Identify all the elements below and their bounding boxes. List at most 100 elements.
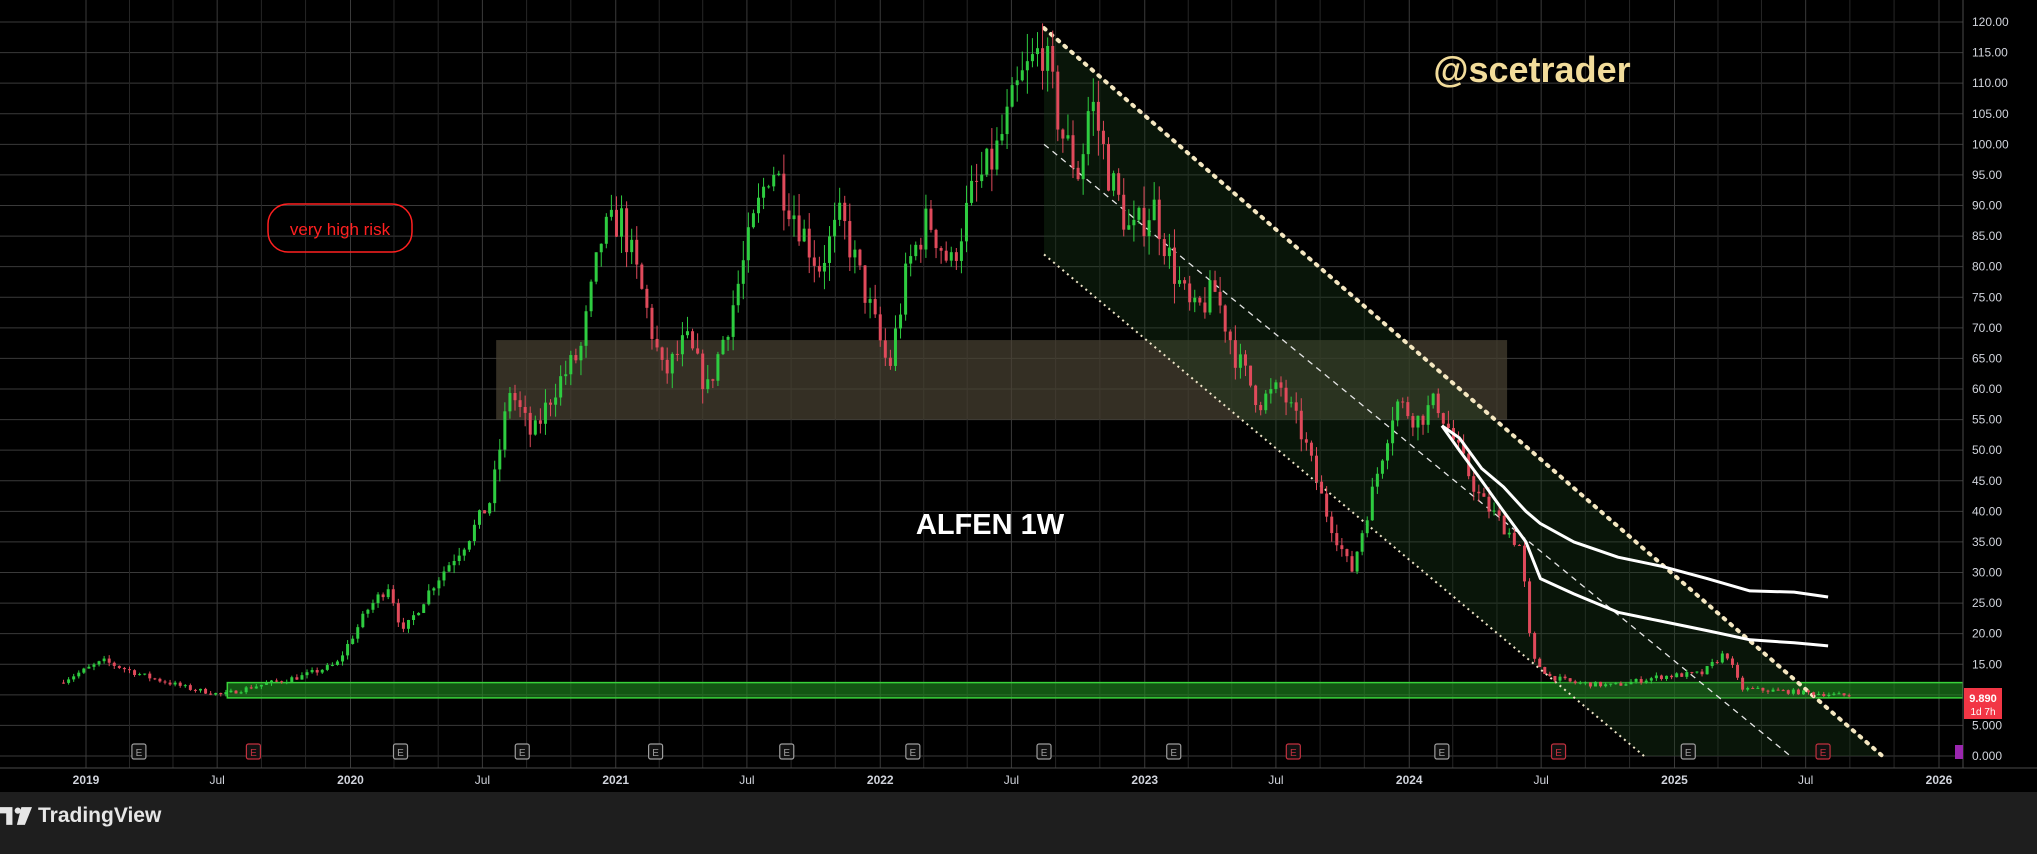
candle-body (1827, 694, 1831, 696)
price-axis-panel[interactable] (1963, 0, 2037, 768)
time-tick-label: 2021 (602, 773, 629, 787)
moving-average-line-2 (1440, 424, 1829, 648)
candle-body (762, 186, 766, 198)
candle-body (1380, 460, 1384, 474)
candle-body (594, 252, 598, 282)
candle-body (356, 627, 360, 639)
time-tick-label: 2019 (73, 773, 100, 787)
candle-body (1599, 681, 1603, 687)
earnings-marker-label: E (136, 748, 143, 759)
candle-body (1183, 280, 1187, 284)
candle-body (432, 588, 436, 591)
candle-body (1822, 693, 1826, 696)
candle-body (62, 682, 66, 684)
candle-body (833, 219, 837, 237)
candle-body (797, 215, 801, 242)
candle-body (1487, 496, 1491, 512)
candle-body (696, 348, 700, 354)
candle-body (1030, 54, 1034, 62)
candle-body (1249, 365, 1253, 386)
candle-body (1375, 473, 1379, 487)
candle-body (1538, 658, 1542, 668)
candle-body (77, 672, 81, 677)
candle-body (1391, 420, 1395, 444)
candle-body (1041, 48, 1045, 71)
candle-body (325, 665, 329, 670)
candle-body (406, 619, 410, 629)
candle-body (1725, 653, 1729, 659)
candle-body (1051, 45, 1055, 72)
price-tick-label: 115.00 (1972, 46, 2008, 60)
price-axis[interactable]: 120.00 115.00 110.00 105.00 100.00 95.00 90.00… (1972, 15, 2009, 763)
candle-body (1223, 305, 1227, 332)
candle-body (1786, 690, 1790, 694)
candle-body (183, 685, 187, 687)
candle-body (1472, 476, 1476, 492)
candle-body (670, 353, 674, 374)
earnings-marker-box (905, 743, 921, 760)
candle-body (1198, 297, 1202, 303)
earnings-marker-label: E (1041, 748, 1048, 759)
candle-body (122, 667, 126, 670)
time-tick-label: 2024 (1396, 773, 1423, 787)
candle-body (107, 658, 111, 663)
candle-body (1462, 442, 1466, 454)
candle-body (635, 239, 639, 265)
tradingview-logo[interactable]: TradingView (0, 800, 161, 832)
candle-body (1685, 672, 1689, 677)
candle-body (1269, 389, 1273, 394)
price-tick-label: 35.00 (1972, 535, 2002, 549)
candle-body (782, 173, 786, 211)
candle-body (366, 609, 370, 614)
candle-body (1152, 199, 1156, 221)
candle-body (518, 400, 522, 407)
candle-body (604, 216, 608, 244)
candle-body (980, 174, 984, 182)
candle-body (249, 687, 253, 689)
candle-body (462, 549, 466, 556)
candle-body (858, 249, 862, 266)
candle-body (640, 264, 644, 289)
candle-body (919, 244, 923, 250)
earnings-marker-label: E (1555, 748, 1562, 759)
candle-body (452, 561, 456, 566)
candle-body (391, 589, 395, 604)
earnings-marker-box (1434, 743, 1450, 760)
price-chart[interactable]: very high risk @scetrader ALFEN 1W E E E E E… (0, 0, 2037, 792)
candle-body (1005, 106, 1009, 135)
earnings-marker-box (647, 743, 664, 760)
candle-body (559, 376, 563, 398)
candle-body (371, 603, 375, 610)
candle-body (320, 669, 324, 673)
candle-body (1218, 291, 1222, 306)
candle-body (1771, 689, 1775, 692)
candle-body (964, 202, 968, 242)
earnings-marker-label: E (910, 748, 917, 759)
candle-body (442, 571, 446, 581)
candle-body (102, 658, 106, 662)
candle-body (650, 307, 654, 339)
candle-body (1188, 283, 1192, 303)
risk-label: very high risk (290, 220, 391, 239)
time-tick-label: Jul (1533, 773, 1548, 787)
candle-body (523, 406, 527, 413)
candle-body (736, 283, 740, 306)
candle-body (843, 202, 847, 222)
candlestick-series (62, 23, 1851, 698)
candle-body (1360, 533, 1364, 552)
candle-body (1355, 551, 1359, 572)
last-price-label: 9.890 1d 7h (1964, 688, 2002, 719)
candle-body (1112, 173, 1116, 191)
candle-body (158, 678, 162, 682)
candle-body (954, 252, 958, 261)
candle-body (1609, 683, 1613, 685)
candle-body (1766, 690, 1770, 692)
time-axis[interactable]: 2019 Jul 2020 Jul 2021 Jul 2022 Jul 2023 Jul 2024 J… (73, 773, 1953, 787)
candle-body (1071, 135, 1075, 168)
candle-body (1117, 173, 1121, 195)
candle-body (67, 679, 71, 683)
candle-body (873, 299, 877, 315)
candle-body (533, 420, 537, 435)
earnings-marker-box (245, 743, 262, 760)
